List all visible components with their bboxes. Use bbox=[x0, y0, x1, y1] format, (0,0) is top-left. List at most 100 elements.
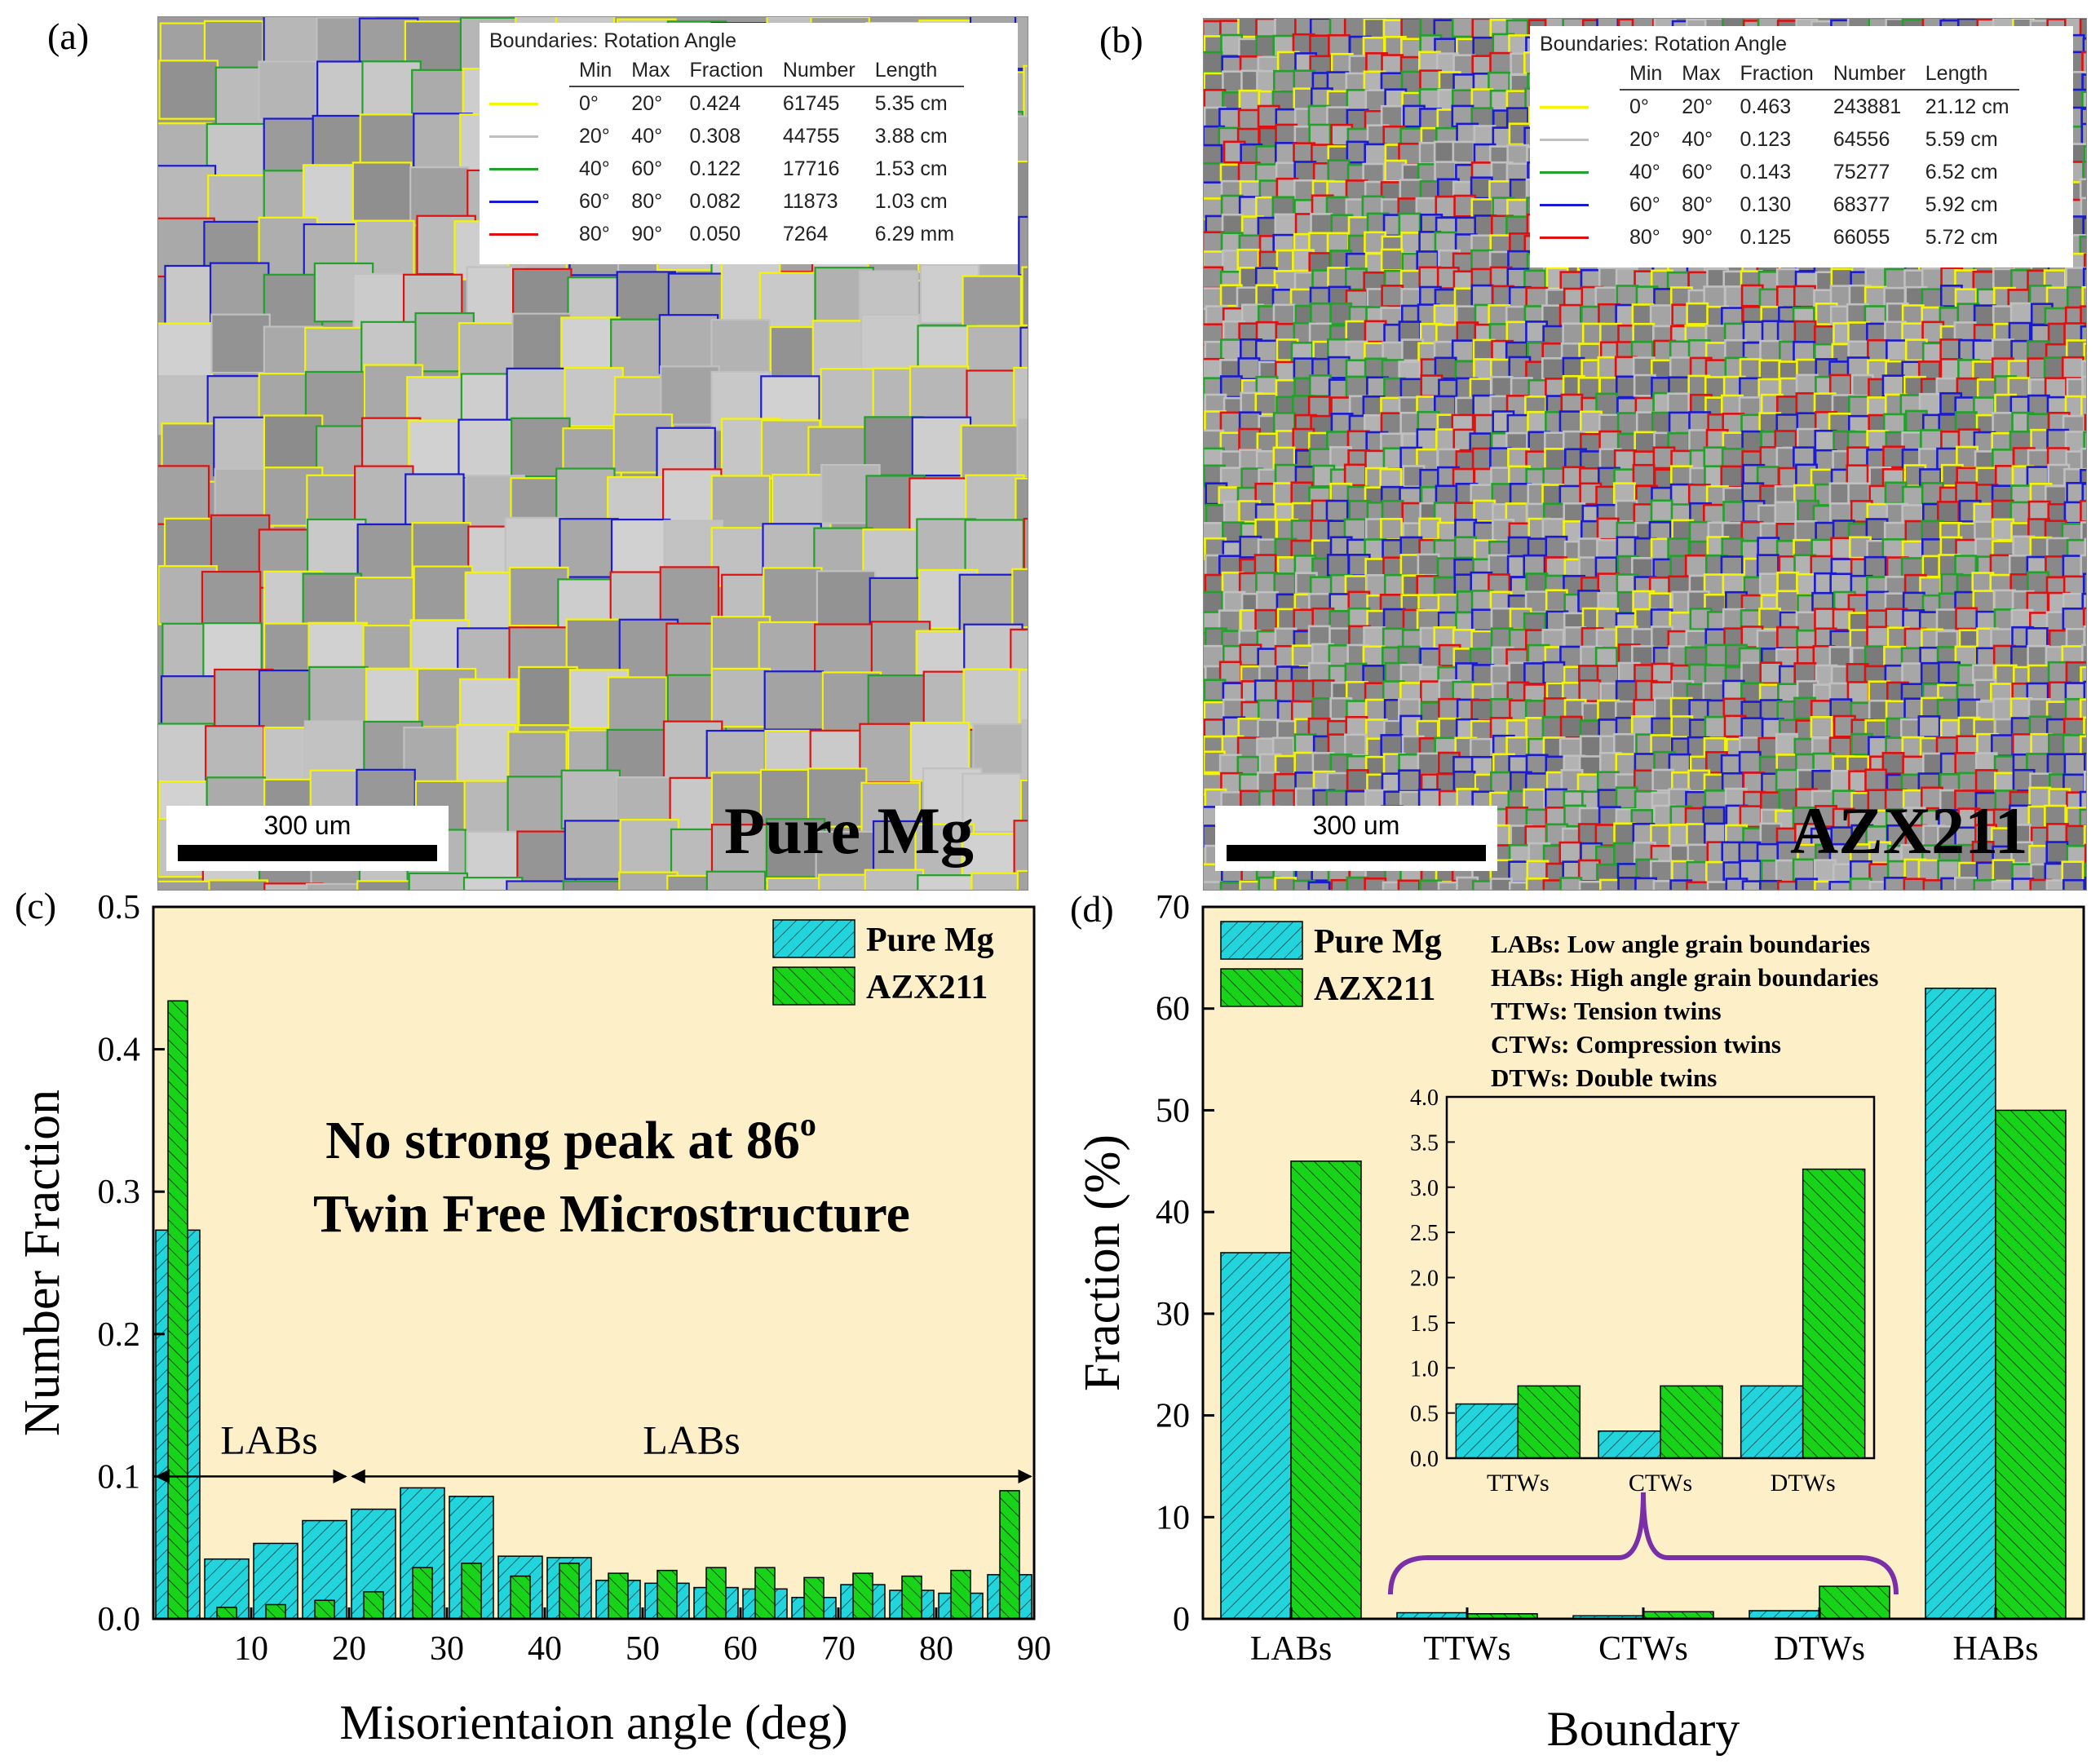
plot-area-c bbox=[153, 907, 1034, 1619]
grain bbox=[209, 262, 270, 322]
grain bbox=[1452, 140, 1475, 164]
inset-x-tick-label: TTWs bbox=[1487, 1470, 1550, 1497]
legend-a-row: 80° 90° 0.050 7264 6.29 mm bbox=[480, 218, 964, 250]
grain bbox=[555, 467, 616, 528]
inset-bar-azx211 bbox=[1802, 1168, 1866, 1459]
grain bbox=[308, 665, 369, 727]
grain bbox=[2082, 217, 2086, 240]
grain bbox=[1505, 321, 1529, 344]
legend-label-d: AZX211 bbox=[1314, 970, 1435, 1008]
y-tick-label: 30 bbox=[1156, 1296, 1190, 1333]
x-tick-label: 50 bbox=[626, 1630, 660, 1668]
grain bbox=[361, 60, 422, 121]
bar-azx211 bbox=[314, 1599, 335, 1620]
y-tick-label: 10 bbox=[1156, 1499, 1190, 1536]
grain bbox=[1847, 321, 1871, 345]
annotation-superscript: o bbox=[800, 1106, 816, 1143]
annotation-twin-free: Twin Free Microstructure bbox=[313, 1184, 910, 1244]
y-axis-label-c: Number Fraction bbox=[15, 1090, 70, 1436]
legend-a-table: Min Max Fraction Number Length 0° 20° 0.42… bbox=[480, 55, 965, 250]
bar-azx211 bbox=[559, 1563, 580, 1620]
grain bbox=[1308, 123, 1332, 147]
grain bbox=[2082, 37, 2086, 60]
grain bbox=[763, 670, 825, 731]
grain bbox=[1381, 285, 1404, 307]
definition-text: CTWs: Compression twins bbox=[1491, 1030, 1781, 1059]
y-tick-label: 50 bbox=[1156, 1092, 1190, 1130]
bar-azx211 bbox=[657, 1569, 678, 1620]
legend-label-c: AZX211 bbox=[866, 969, 988, 1006]
legend-a-row: 40° 60° 0.122 17716 1.53 cm bbox=[480, 153, 964, 185]
grain bbox=[263, 882, 324, 890]
x-tick-label: LABs bbox=[1250, 1630, 1332, 1668]
bar-pure-mg bbox=[1925, 988, 1996, 1620]
grain bbox=[1016, 869, 1028, 890]
inset-y-tick-label: 2.5 bbox=[1410, 1221, 1439, 1246]
y-tick-label: 70 bbox=[1156, 889, 1190, 926]
legend-a-row: 60° 80° 0.082 11873 1.03 cm bbox=[480, 185, 964, 218]
bar-azx211 bbox=[216, 1607, 237, 1620]
bar-azx211 bbox=[363, 1591, 384, 1620]
grain bbox=[208, 879, 268, 890]
grain bbox=[2080, 197, 2086, 220]
grain bbox=[1470, 284, 1494, 307]
legend-number: 44755 bbox=[782, 124, 840, 148]
legend-max: 40° bbox=[631, 124, 663, 148]
grain bbox=[705, 870, 767, 890]
legend-min: 80° bbox=[579, 222, 610, 245]
grain bbox=[2080, 325, 2086, 348]
grain bbox=[607, 676, 668, 736]
y-tick-label: 0.1 bbox=[98, 1458, 141, 1496]
grain bbox=[564, 820, 625, 880]
grain bbox=[917, 874, 977, 890]
y-tick-label: 0.4 bbox=[98, 1032, 141, 1069]
grain bbox=[305, 882, 366, 890]
grain bbox=[2081, 285, 2086, 309]
grain bbox=[1021, 718, 1028, 780]
legend-label-c: Pure Mg bbox=[866, 922, 994, 959]
grain bbox=[816, 570, 877, 630]
definition-text: TTWs: Tension twins bbox=[1491, 997, 1722, 1025]
legend-header-min: Min bbox=[569, 55, 622, 87]
grain bbox=[302, 164, 363, 224]
legend-swatch-c bbox=[772, 919, 855, 958]
grain bbox=[1380, 104, 1404, 128]
bar-azx211 bbox=[608, 1572, 629, 1620]
grain bbox=[2079, 178, 2086, 201]
x-tick-label: DTWs bbox=[1774, 1630, 1865, 1668]
grain bbox=[2083, 253, 2086, 276]
legend-swatch bbox=[480, 86, 569, 120]
annotation-no-peak: No strong peak at 86o bbox=[325, 1106, 816, 1170]
inset-bar-pure-mg bbox=[1740, 1385, 1804, 1459]
x-tick-label: 90 bbox=[1017, 1630, 1051, 1668]
grain bbox=[1310, 302, 1333, 325]
bar-azx211 bbox=[1819, 1585, 1890, 1620]
bar-pure-mg bbox=[1220, 1252, 1292, 1620]
bar-azx211 bbox=[852, 1572, 873, 1620]
definition-text: DTWs: Double twins bbox=[1491, 1063, 1717, 1092]
legend-swatch bbox=[480, 120, 569, 153]
legend-length: 3.88 cm bbox=[874, 124, 948, 148]
inset-bar-azx211 bbox=[1660, 1385, 1723, 1459]
legend-min: 20° bbox=[579, 124, 610, 148]
y-tick-label: 40 bbox=[1156, 1194, 1190, 1231]
scale-bar-label: 300 um bbox=[263, 811, 351, 840]
bar-azx211 bbox=[167, 1000, 188, 1620]
legend-swatch bbox=[480, 153, 569, 185]
grain bbox=[1016, 417, 1028, 478]
grain bbox=[258, 670, 319, 730]
legend-fraction: 0.082 bbox=[689, 189, 741, 213]
grain bbox=[2080, 122, 2086, 146]
legend-header-max: Max bbox=[621, 55, 680, 87]
x-tick-label: 80 bbox=[919, 1630, 953, 1668]
bar-azx211 bbox=[265, 1603, 286, 1620]
scale-bar-a: 300 um bbox=[166, 806, 449, 871]
grain bbox=[158, 880, 211, 890]
legend-min: 0° bbox=[579, 91, 599, 115]
y-tick-label: 0.3 bbox=[98, 1174, 141, 1211]
grain bbox=[564, 367, 624, 427]
legend-fraction: 0.308 bbox=[689, 124, 741, 148]
legend-line-swatch bbox=[489, 201, 538, 204]
inset-chart: TTWs CTWs DTWs 0.0 0.5 1.0 1.5 2.0 2.5 3.0 3.5 4.0 bbox=[1410, 1085, 1876, 1497]
